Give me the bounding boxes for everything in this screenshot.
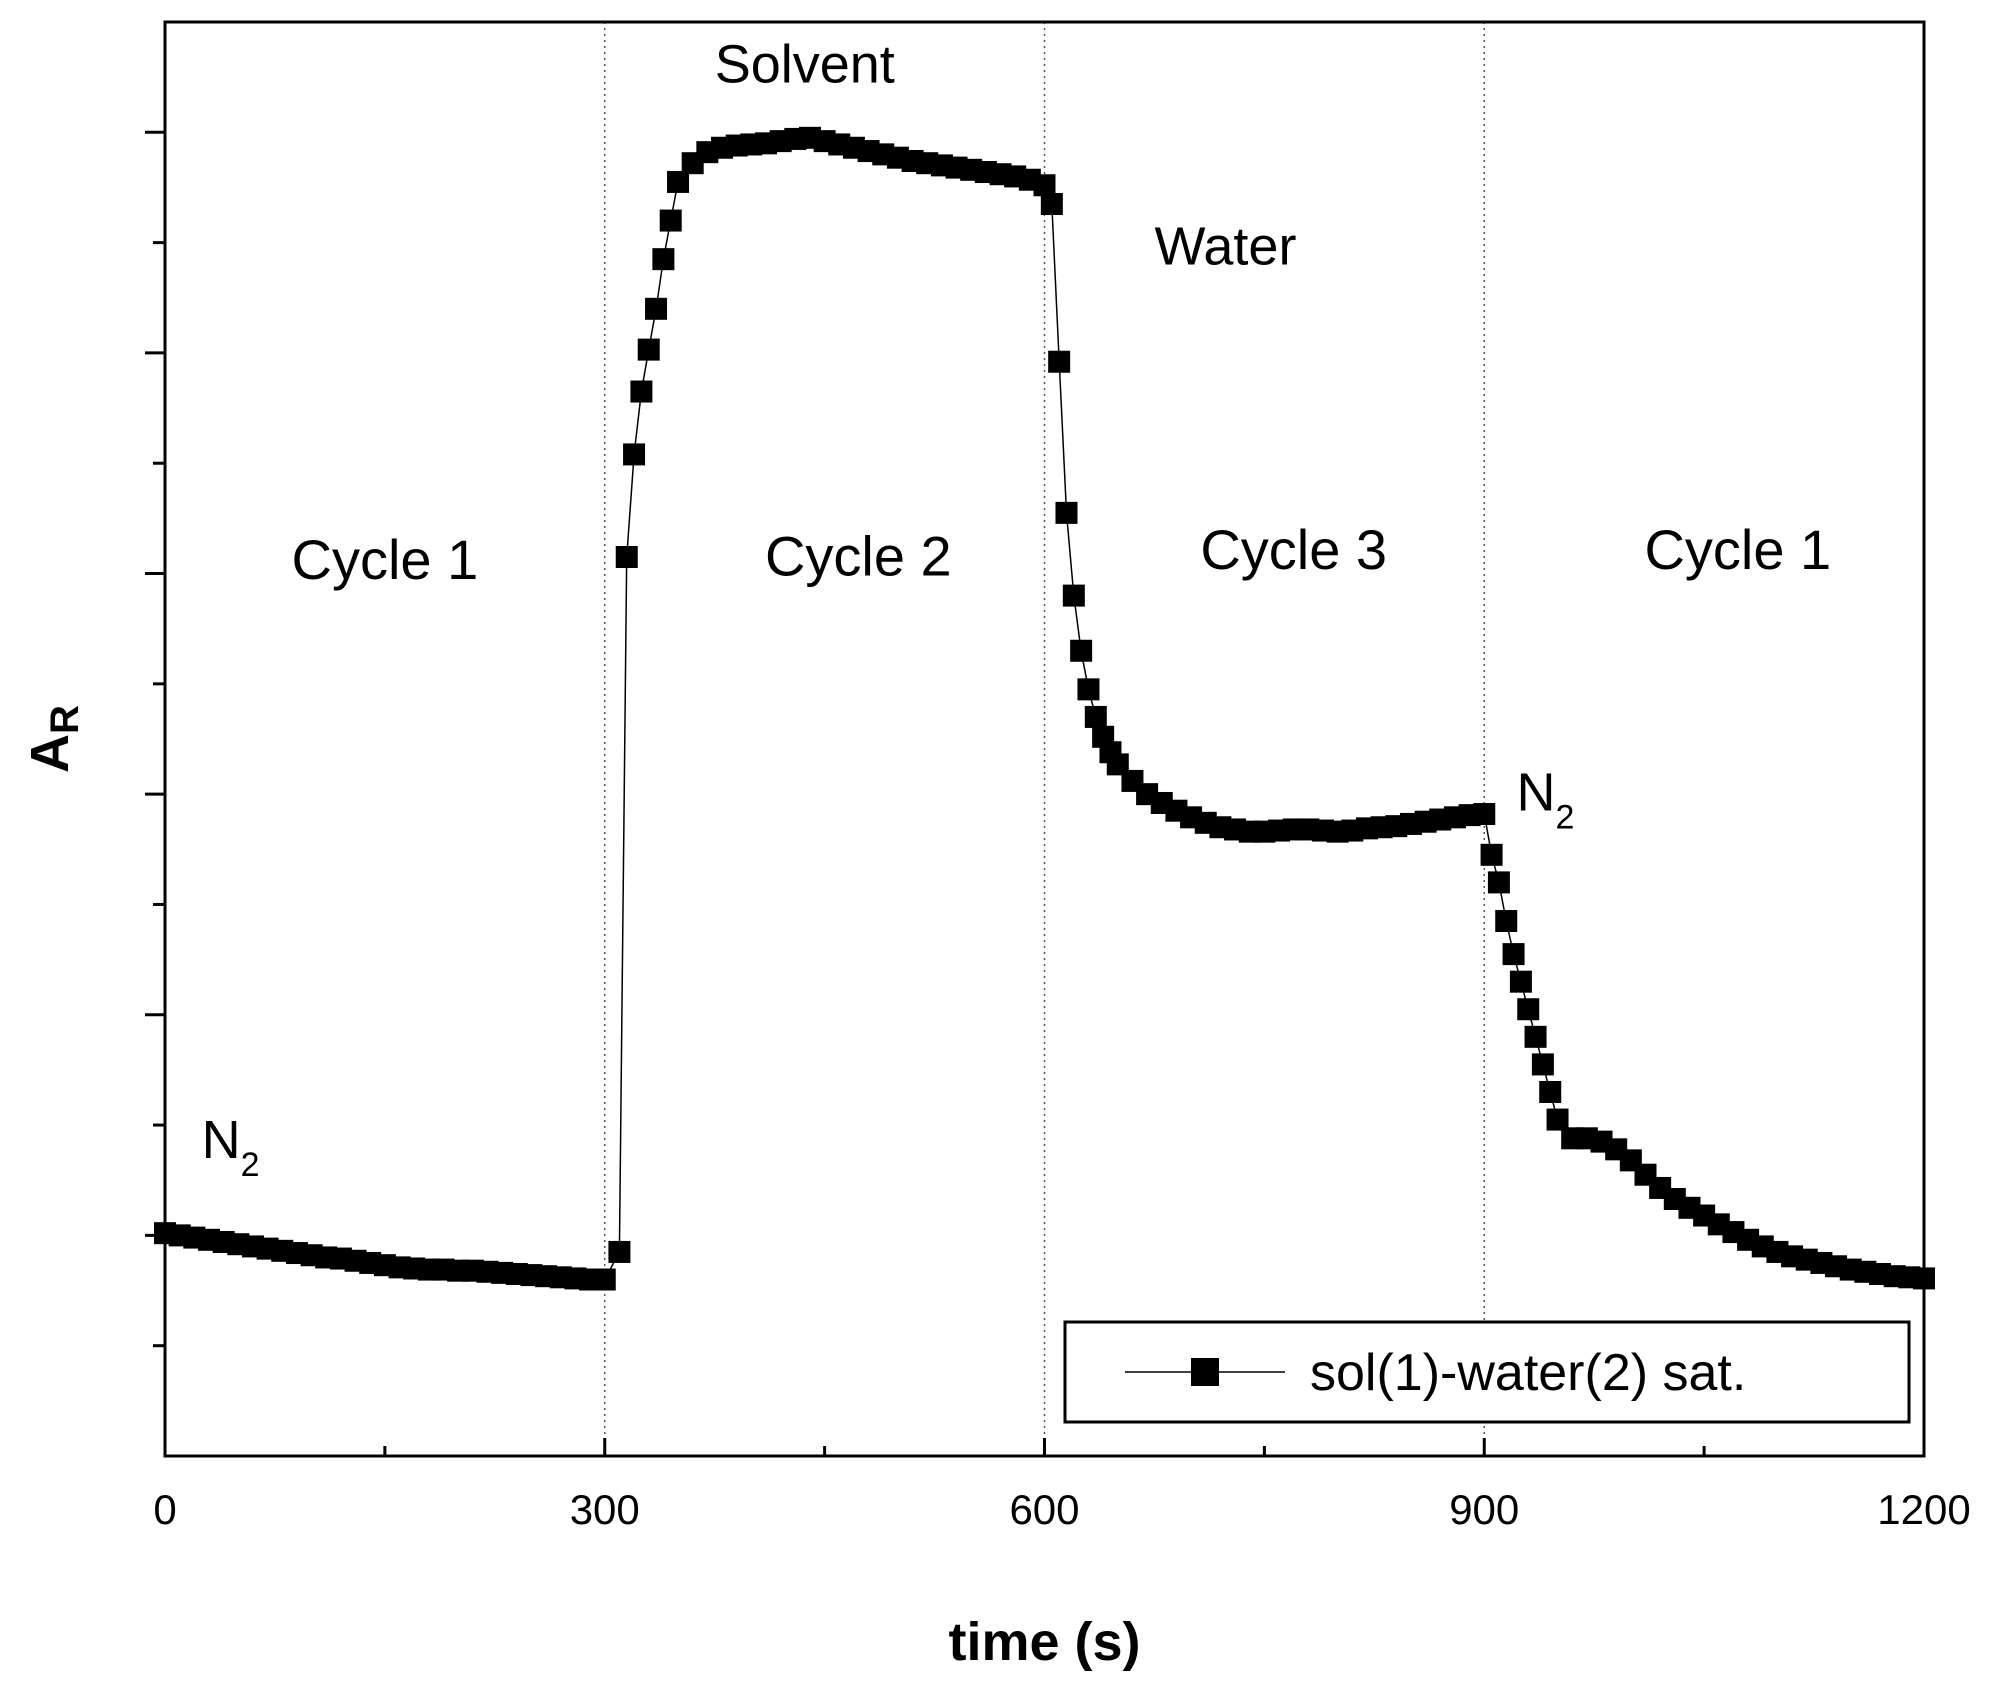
data-point bbox=[1531, 1053, 1554, 1076]
data-point bbox=[615, 545, 638, 568]
data-point bbox=[667, 170, 690, 193]
data-point bbox=[645, 297, 668, 320]
annotation-n2-left: N2 bbox=[202, 1110, 260, 1184]
annotation-subscript: 2 bbox=[1555, 799, 1574, 837]
data-point bbox=[1473, 803, 1496, 826]
x-axis-title: time (s) bbox=[948, 1612, 1140, 1672]
annotation-text: Cycle 2 bbox=[765, 525, 952, 588]
x-axis-ticks: 0 300 600 900 1200 bbox=[153, 1438, 1971, 1533]
data-point bbox=[1033, 174, 1056, 197]
data-point bbox=[1077, 678, 1100, 701]
y-axis-title: AR bbox=[20, 705, 87, 773]
cycle-divider-lines bbox=[604, 22, 1485, 1456]
data-point bbox=[1084, 705, 1107, 728]
data-point bbox=[1480, 843, 1503, 866]
data-point bbox=[1070, 639, 1093, 662]
x-tick-label-300: 300 bbox=[570, 1486, 640, 1533]
annotation-solvent: Solvent bbox=[715, 35, 895, 95]
data-point bbox=[652, 248, 675, 271]
annotation-text: Solvent bbox=[715, 35, 895, 95]
annotation-text: Cycle 3 bbox=[1200, 518, 1387, 581]
data-point bbox=[1048, 350, 1071, 373]
data-point bbox=[1517, 998, 1540, 1021]
annotation-cycle2: Cycle 2 bbox=[765, 525, 952, 588]
annotation-text: N bbox=[202, 1110, 241, 1170]
data-point bbox=[1040, 193, 1063, 216]
data-point bbox=[659, 209, 682, 232]
annotation-cycle1-right: Cycle 1 bbox=[1644, 518, 1831, 581]
annotation-text: Water bbox=[1154, 217, 1296, 277]
annotation-n2-right: N2 bbox=[1516, 763, 1574, 837]
data-point bbox=[1106, 753, 1129, 776]
series-markers bbox=[154, 126, 1935, 1291]
y-axis-ticks bbox=[145, 130, 165, 1348]
x-tick-label-900: 900 bbox=[1449, 1486, 1519, 1533]
legend-marker bbox=[1191, 1358, 1219, 1386]
data-point bbox=[630, 380, 653, 403]
x-tick-label-1200: 1200 bbox=[1877, 1486, 1970, 1533]
data-point bbox=[1524, 1025, 1547, 1048]
data-point bbox=[1055, 501, 1078, 524]
data-point bbox=[608, 1240, 631, 1263]
y-axis-title-main: A bbox=[20, 734, 80, 773]
data-point bbox=[1546, 1108, 1569, 1131]
annotations: Cycle 1 Cycle 2 Cycle 3 Cycle 1 Solvent Water… bbox=[202, 35, 1832, 1184]
data-point bbox=[1539, 1080, 1562, 1103]
annotation-subscript: 2 bbox=[241, 1146, 260, 1184]
legend: sol(1)-water(2) sat. bbox=[1063, 1320, 1911, 1424]
x-tick-label-0: 0 bbox=[153, 1486, 176, 1533]
annotation-cycle3: Cycle 3 bbox=[1200, 518, 1387, 581]
annotation-cycle1-left: Cycle 1 bbox=[292, 528, 479, 591]
x-tick-label-600: 600 bbox=[1009, 1486, 1079, 1533]
y-axis-title-sub: R bbox=[43, 705, 87, 734]
annotation-text: Cycle 1 bbox=[292, 528, 479, 591]
data-point bbox=[637, 338, 660, 361]
annotation-water: Water bbox=[1154, 217, 1296, 277]
annotation-text: Cycle 1 bbox=[1644, 518, 1831, 581]
data-point bbox=[1495, 910, 1518, 933]
data-point bbox=[1509, 970, 1532, 993]
legend-label: sol(1)-water(2) sat. bbox=[1310, 1344, 1746, 1402]
data-point bbox=[593, 1268, 616, 1291]
data-point bbox=[1062, 584, 1085, 607]
annotation-text: N bbox=[1516, 763, 1555, 823]
data-point bbox=[623, 443, 646, 466]
data-point bbox=[1487, 871, 1510, 894]
data-point bbox=[1502, 943, 1525, 966]
